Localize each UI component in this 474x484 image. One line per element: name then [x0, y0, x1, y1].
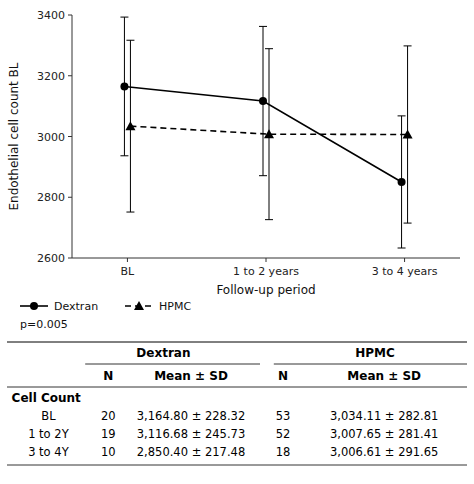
x-tick-label: 1 to 2 years [233, 265, 299, 278]
y-tick [68, 15, 72, 16]
table-subheader: N [278, 369, 288, 383]
table-cell: 3,034.11 ± 282.81 [330, 409, 438, 423]
annotation: p=0.005 [20, 318, 68, 331]
y-tick-label: 2800 [37, 191, 65, 204]
table-cell: 2,850.40 ± 217.48 [137, 445, 245, 459]
table-subheader: N [103, 369, 113, 383]
legend-item: Dextran [20, 300, 98, 313]
y-tick-label: 3200 [37, 70, 65, 83]
table-cell: 3,164.80 ± 228.32 [137, 409, 245, 423]
legend-label: HPMC [159, 300, 191, 313]
table-cell: 1 to 2Y [28, 427, 69, 441]
error-bar-cap [126, 40, 134, 41]
table-cell: 10 [101, 445, 116, 459]
table-cell: 3 to 4Y [28, 445, 69, 459]
table-subheader: Mean ± SD [347, 369, 421, 383]
legend-marker [30, 302, 38, 310]
legend-item: HPMC [125, 300, 191, 313]
x-axis-label: Follow-up period [216, 283, 315, 297]
table-cell: BL [41, 409, 56, 423]
table-rule [7, 342, 467, 343]
table-cell: 20 [101, 409, 116, 423]
error-bar-cap [398, 115, 406, 116]
table-cell: 19 [101, 427, 116, 441]
error-bar-cap [404, 45, 412, 46]
plot-area [120, 17, 412, 248]
error-bar-cap [404, 223, 412, 224]
x-tick [404, 258, 405, 262]
chart: 2600 2800 3000 3200 3400 BL 1 to 2 years 3 to 4… [0, 0, 474, 484]
y-tick-label: 3400 [37, 9, 65, 22]
table-cell: 3,006.61 ± 291.65 [330, 445, 438, 459]
table-cell: 52 [276, 427, 291, 441]
point [403, 129, 413, 138]
point [120, 82, 128, 90]
x-tick [266, 258, 267, 262]
error-bar-cap [120, 155, 128, 156]
x-tick-label: BL [121, 265, 136, 278]
table-rule [274, 364, 467, 365]
table-cell: 3,007.65 ± 281.41 [330, 427, 438, 441]
error-bar-cap [120, 17, 128, 18]
error-bar-cap [398, 248, 406, 249]
point [259, 97, 267, 105]
y-axis-label: Endothelial cell count BL [7, 62, 21, 210]
table-group-header: Dextran [136, 346, 190, 360]
table-group-header: HPMC [355, 346, 395, 360]
y-tick [68, 258, 72, 259]
y-tick-label: 3000 [37, 131, 65, 144]
table-cell: 53 [276, 409, 291, 423]
x-tick [127, 258, 128, 262]
table-cell: 18 [276, 445, 291, 459]
point [398, 178, 406, 186]
legend-marker [134, 301, 144, 310]
table-row-label: Cell Count [12, 391, 81, 405]
error-bar [120, 17, 128, 156]
table-rule [7, 465, 467, 466]
table-cell: 3,116.68 ± 245.73 [137, 427, 245, 441]
y-tick [68, 197, 72, 198]
table-rule [7, 387, 467, 388]
error-bar-cap [265, 48, 273, 49]
legend-label: Dextran [54, 300, 98, 313]
error-bar-cap [265, 219, 273, 220]
error-bar-cap [259, 175, 267, 176]
y-tick [68, 136, 72, 137]
table-subheader: Mean ± SD [154, 369, 228, 383]
error-bar-cap [126, 212, 134, 213]
x-tick-label: 3 to 4 years [372, 265, 438, 278]
table: Dextran HPMC N Mean ± SD N Mean ± SD Cell Coun… [7, 342, 467, 465]
error-bar-cap [259, 26, 267, 27]
y-tick-label: 2600 [37, 252, 65, 265]
y-tick [68, 75, 72, 76]
point [125, 121, 135, 130]
point [264, 129, 274, 138]
table-rule [85, 364, 260, 365]
